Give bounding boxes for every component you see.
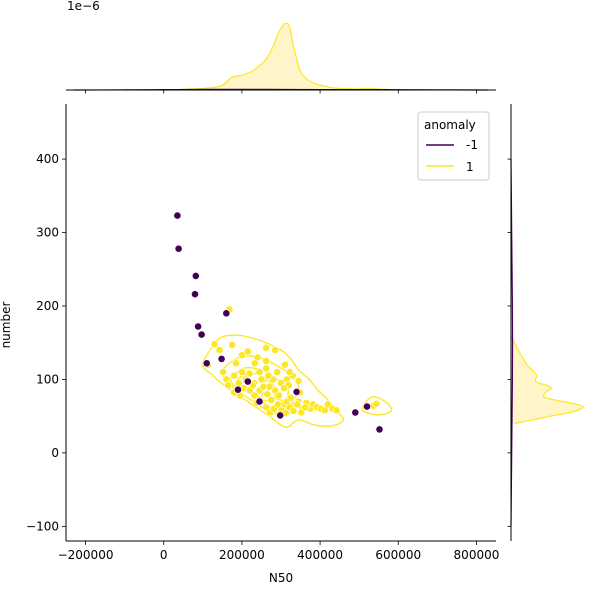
point-anomaly-1-6 [237,351,246,360]
right-marginal-curve-1 [510,159,514,527]
point-anomaly-1-47 [286,393,295,402]
point-anomaly-1-73 [280,384,288,393]
point-anomaly-1-74 [285,368,294,376]
point-anomaly-1-42 [267,396,276,404]
point-anomaly-1-12 [250,359,259,368]
point-anomaly-1-11 [262,357,270,365]
point-anomaly-1-18 [237,368,246,376]
legend-frame [417,111,490,181]
x-tick-label-5: 800000 [454,548,500,562]
top-marginal-offset-label: 1e−6 [67,0,100,13]
point-anomaly-neg1-4 [222,309,231,318]
x-tick-label-4: 600000 [375,548,421,562]
point-anomaly-1-20 [245,369,254,378]
point-anomaly-1-5 [232,359,240,368]
y-tick-label-5: 400 [36,152,59,166]
point-anomaly-1-10 [271,346,279,354]
point-anomaly-1-44 [275,391,283,400]
point-anomaly-neg1-8 [202,359,211,368]
point-anomaly-1-9 [262,343,270,352]
kde-contour-0 [202,334,345,428]
point-anomaly-1-33 [294,376,303,385]
y-tick-label-2: 100 [36,372,59,386]
point-anomaly-neg1-2 [191,271,200,280]
point-anomaly-1-70 [332,406,341,415]
y-tick-label-3: 200 [36,299,59,313]
point-anomaly-neg1-15 [363,402,371,411]
point-anomaly-1-22 [255,368,264,376]
scatter-points [173,211,384,434]
x-tick-label-0: −200000 [58,548,114,562]
axes [65,104,496,542]
legend-title: anomaly [424,118,476,132]
point-anomaly-neg1-12 [276,411,285,420]
point-anomaly-1-16 [230,371,238,380]
point-anomaly-1-61 [293,400,302,409]
legend-label-neg1: -1 [466,138,478,152]
point-anomaly-neg1-9 [234,385,242,394]
x-tick-label-3: 400000 [297,548,343,562]
point-anomaly-1-2 [210,340,219,349]
top-marginal-curve-0 [163,22,399,91]
y-tick-label-1: 0 [51,446,59,460]
point-anomaly-1-56 [273,400,282,409]
point-anomaly-1-43 [271,386,279,395]
x-tick-label-2: 200000 [219,548,265,562]
point-anomaly-1-71 [257,375,266,384]
point-anomaly-1-60 [289,407,298,415]
point-anomaly-1-38 [250,391,259,400]
point-anomaly-neg1-13 [292,387,301,396]
point-anomaly-1-40 [259,382,268,391]
point-anomaly-1-41 [263,390,272,398]
point-anomaly-1-13 [219,368,227,376]
point-anomaly-neg1-1 [174,244,183,253]
point-anomaly-1-3 [215,346,224,354]
point-anomaly-1-15 [224,381,233,390]
point-anomaly-neg1-11 [255,397,264,406]
y-tick-label-0: −100 [26,519,59,533]
point-anomaly-1-29 [280,360,289,369]
point-anomaly-1-62 [297,408,306,417]
point-anomaly-neg1-7 [217,354,226,363]
point-anomaly-1-53 [262,403,270,412]
point-anomaly-1-72 [264,371,273,380]
point-anomaly-1-63 [301,403,310,412]
point-anomaly-1-24 [262,364,270,373]
point-anomaly-neg1-3 [191,290,199,299]
right-marginal-curve-0 [510,335,584,425]
top-marginal-density [66,22,496,94]
point-anomaly-neg1-6 [197,330,206,339]
point-anomaly-neg1-10 [243,377,252,386]
y-axis-label: number [0,302,13,349]
right-marginal-fill-0 [511,335,584,424]
point-anomaly-1-4 [228,340,236,349]
point-anomaly-neg1-5 [194,322,202,331]
y-axis-ticks: −100 0 100 200 300 400 [26,152,66,533]
y-tick-label-4: 300 [36,226,59,240]
point-anomaly-neg1-16 [375,425,384,434]
top-marginal-fill-0 [163,23,399,91]
x-tick-label-1: 0 [160,548,168,562]
legend-label-1: 1 [466,160,474,174]
x-axis-ticks: −200000 0 200000 400000 600000 800000 [58,541,500,562]
point-anomaly-1-27 [273,368,281,376]
x-axis-label: N50 [269,571,293,585]
point-anomaly-1-7 [243,347,252,356]
kde-contour-5 [361,396,393,416]
point-anomaly-neg1-0 [173,211,182,220]
point-anomaly-neg1-14 [351,408,360,417]
right-marginal-density [507,104,584,541]
point-anomaly-1-79 [372,399,381,408]
legend: anomaly -1 1 [417,111,490,181]
